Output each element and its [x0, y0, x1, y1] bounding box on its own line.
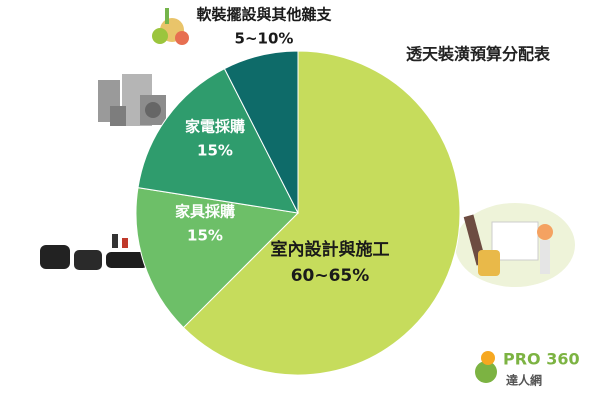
- slice-label: 軟裝擺設與其他雜支: [196, 6, 332, 24]
- chart-title: 透天裝潢預算分配表: [406, 45, 551, 64]
- pie-slice: [137, 67, 299, 214]
- slice-label: 家具採購: [175, 203, 235, 221]
- decor-design: [455, 203, 575, 287]
- pie-slice: [182, 50, 461, 376]
- slice-label: 家電採購: [185, 118, 245, 136]
- decor-furniture: [40, 234, 148, 270]
- logo-name: PRO 360: [503, 350, 580, 369]
- slice-value-label: 15%: [187, 227, 223, 245]
- pie-slice: [135, 187, 300, 329]
- slice-value-label: 60~65%: [291, 266, 370, 286]
- logo-tagline: 達人網: [506, 373, 542, 388]
- pie-slice: [223, 50, 299, 214]
- slice-value-label: 5~10%: [235, 30, 294, 48]
- slice-label: 室內設計與施工: [271, 239, 390, 260]
- logo: PRO 360 達人網: [475, 350, 580, 388]
- decor-decoration: [152, 8, 189, 45]
- decor-appliances: [98, 74, 166, 126]
- slice-value-label: 15%: [197, 142, 233, 160]
